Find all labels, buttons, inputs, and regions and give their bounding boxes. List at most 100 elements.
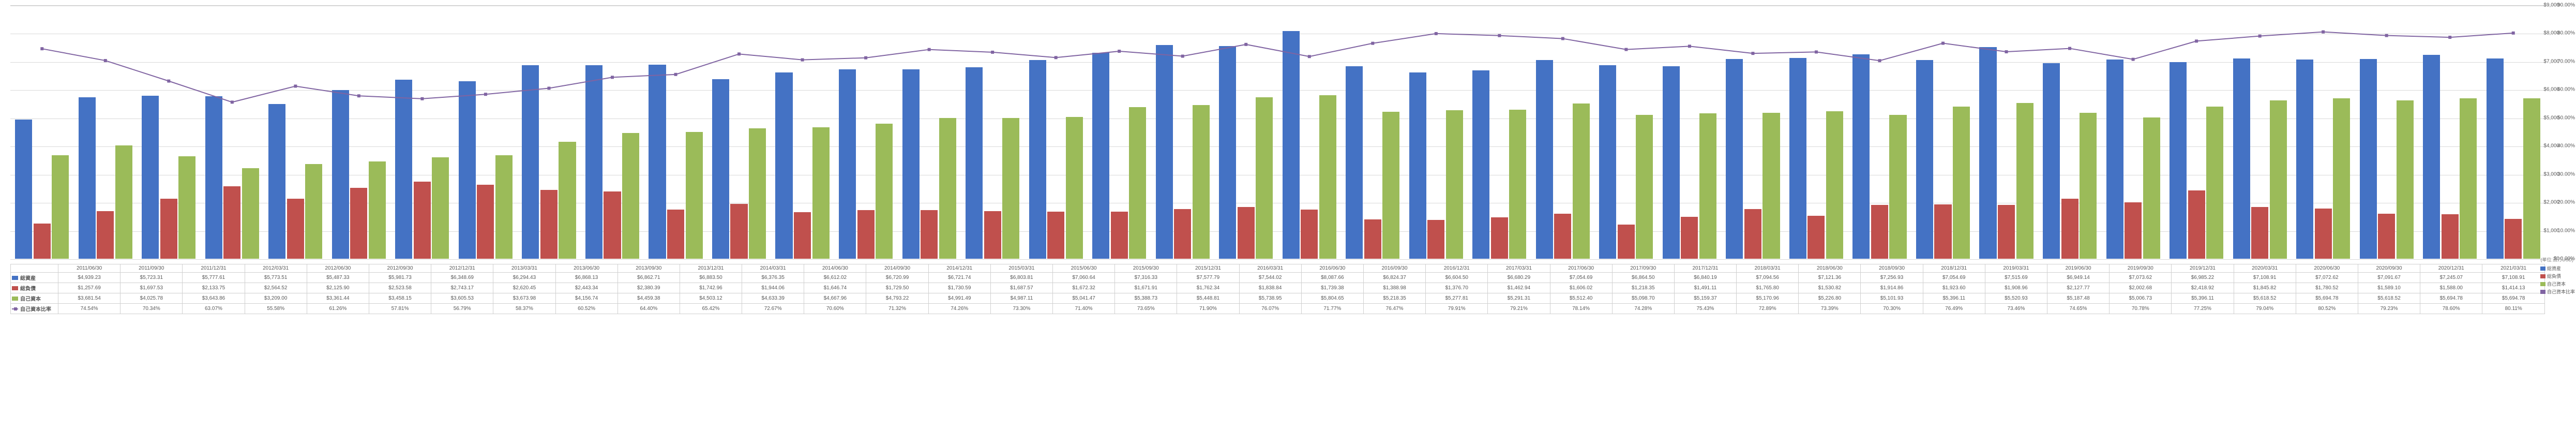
cell-equity_ratio: 58.37% [493,304,555,314]
bar-equity [749,128,766,259]
bar-total_liabilities [477,185,494,259]
cell-total_assets: $6,868.13 [555,273,617,283]
cell-equity: $5,448.81 [1177,293,1239,304]
cell-total_liabilities: $2,743.17 [431,283,493,293]
row-header-total_assets: 総資産 [11,273,58,283]
bar-total_liabilities [1491,217,1508,259]
cell-total_assets: $7,108.91 [2482,273,2545,283]
category-header: 2019/03/31 [1985,264,2047,273]
cell-total_liabilities: $1,908.96 [1985,283,2047,293]
category-header: 2014/06/30 [804,264,866,273]
cell-equity_ratio: 73.39% [1799,304,1861,314]
cell-equity_ratio: 56.79% [431,304,493,314]
cell-total_liabilities: $1,646.74 [804,283,866,293]
bar-equity [1636,115,1653,259]
bar-equity [1193,105,1210,259]
bar-total_assets [1219,46,1236,259]
cell-equity: $5,804.65 [1301,293,1363,304]
bar-total_liabilities [857,210,875,259]
bar-total_assets [1789,58,1806,259]
bar-total_liabilities [97,211,114,259]
bar-total_liabilities [1618,225,1635,259]
cell-equity: $4,025.78 [120,293,183,304]
cell-equity: $5,694.78 [2482,293,2545,304]
bar-total_assets [1472,70,1489,259]
category-header: 2018/06/30 [1799,264,1861,273]
cell-total_liabilities: $2,125.90 [307,283,369,293]
bar-total_liabilities [921,210,938,259]
cell-equity_ratio: 74.26% [928,304,990,314]
cell-total_assets: $5,723.31 [120,273,183,283]
data-table: 2011/06/302011/09/302011/12/312012/03/31… [10,264,2545,314]
cell-total_assets: $7,256.93 [1861,273,1923,283]
cell-equity: $5,618.52 [2234,293,2296,304]
cell-total_liabilities: $2,133.75 [183,283,245,293]
cell-total_liabilities: $1,923.60 [1923,283,1985,293]
category-header: 2013/12/31 [680,264,742,273]
category-header: 2012/06/30 [307,264,369,273]
category-header: 2015/09/30 [1115,264,1177,273]
cell-equity_ratio: 74.54% [58,304,120,314]
cell-equity_ratio: 63.07% [183,304,245,314]
table-corner [11,264,58,273]
bar-total_assets [268,104,285,259]
cell-total_assets: $7,054.69 [1923,273,1985,283]
cell-equity_ratio: 72.67% [742,304,804,314]
cell-total_liabilities: $2,380.39 [617,283,680,293]
bar-total_liabilities [2378,214,2395,259]
cell-total_liabilities: $1,845.82 [2234,283,2296,293]
bar-equity [1256,97,1273,259]
cell-equity_ratio: 80.52% [2296,304,2358,314]
bar-total_liabilities [667,210,684,259]
cell-equity: $5,226.80 [1799,293,1861,304]
bar-total_assets [79,97,96,259]
category-header: 2016/03/31 [1239,264,1301,273]
bar-total_liabilities [1554,214,1571,259]
cell-equity_ratio: 77.25% [2172,304,2234,314]
category-header: 2012/09/30 [369,264,431,273]
chart-container: $0$1,000$2,000$3,000$4,000$5,000$6,000$7… [0,0,2576,444]
category-header: 2017/09/30 [1612,264,1674,273]
cell-equity_ratio: 79.21% [1488,304,1550,314]
bar-equity [2270,100,2287,259]
cell-total_assets: $7,544.02 [1239,273,1301,283]
bar-total_liabilities [1744,209,1761,259]
cell-equity: $4,633.39 [742,293,804,304]
bar-equity [1953,107,1970,259]
cell-equity: $5,006.73 [2110,293,2172,304]
bar-total_assets [966,67,983,259]
category-header: 2015/03/31 [990,264,1052,273]
cell-equity: $5,101.93 [1861,293,1923,304]
bar-total_assets [1092,53,1109,259]
bar-total_liabilities [350,188,367,259]
cell-equity_ratio: 75.43% [1674,304,1736,314]
cell-total_assets: $6,604.50 [1426,273,1488,283]
bar-equity [876,124,893,259]
cell-equity_ratio: 70.30% [1861,304,1923,314]
cell-total_liabilities: $1,218.35 [1612,283,1674,293]
cell-equity_ratio: 73.65% [1115,304,1177,314]
bar-total_assets [2043,63,2060,259]
bar-total_assets [649,65,666,259]
bar-equity [115,145,132,259]
cell-total_assets: $7,094.56 [1737,273,1799,283]
cell-total_liabilities: $1,462.94 [1488,283,1550,293]
cell-total_assets: $6,721.74 [928,273,990,283]
cell-total_liabilities: $1,944.06 [742,283,804,293]
bar-equity [1762,113,1780,259]
cell-equity_ratio: 80.11% [2482,304,2545,314]
bar-total_assets [1852,54,1870,259]
bar-total_assets [522,65,539,259]
bar-equity [2397,100,2414,259]
cell-total_assets: $6,840.19 [1674,273,1736,283]
bar-equity [495,155,513,259]
cell-total_assets: $6,985.22 [2172,273,2234,283]
category-header: 2020/09/30 [2358,264,2420,273]
bar-equity [1889,115,1906,259]
category-header: 2015/12/31 [1177,264,1239,273]
category-header: 2019/09/30 [2110,264,2172,273]
bar-total_assets [2360,59,2377,259]
bar-equity [1826,111,1843,259]
cell-equity_ratio: 60.52% [555,304,617,314]
cell-total_liabilities: $2,523.58 [369,283,431,293]
